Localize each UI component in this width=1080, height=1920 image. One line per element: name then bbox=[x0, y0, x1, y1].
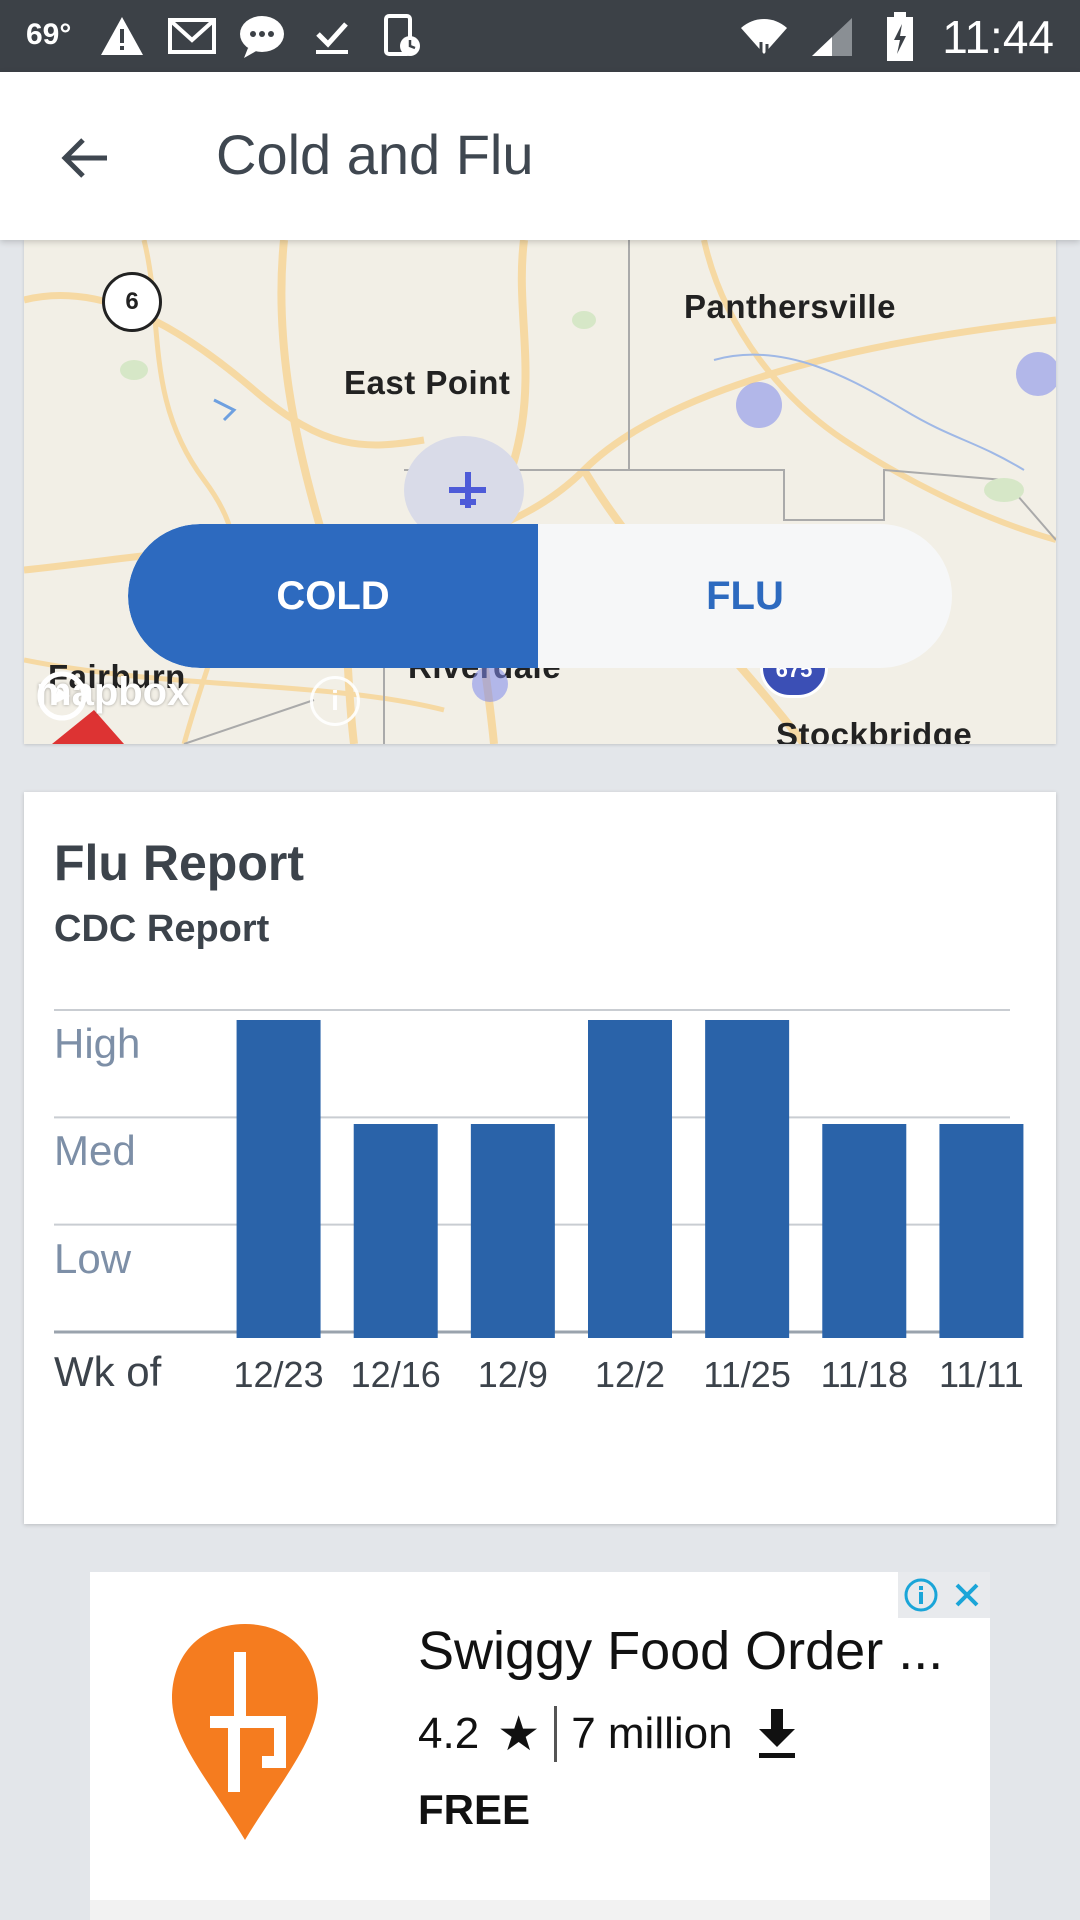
temperature: 69° bbox=[26, 18, 72, 51]
app-bar: Cold and Flu bbox=[0, 72, 1080, 240]
card-subtitle: CDC Report bbox=[54, 908, 270, 950]
download-icon bbox=[758, 1709, 795, 1758]
card-title: Flu Report bbox=[54, 835, 304, 891]
x-tick-label: 12/16 bbox=[350, 1354, 441, 1395]
mapbox-logo[interactable]: mapbox bbox=[36, 670, 189, 721]
y-tick-label: Med bbox=[54, 1127, 136, 1175]
ad-meta: 4.2 ★ 7 million bbox=[418, 1706, 799, 1762]
star-icon: ★ bbox=[497, 1708, 541, 1761]
chart-bar bbox=[588, 1020, 672, 1338]
flu-level-chart: Wk of Low Med High 12/23 12/16 12/9 12/2 11/25 1… bbox=[24, 992, 1056, 1492]
chart-plot bbox=[54, 1009, 1024, 1338]
close-icon[interactable] bbox=[944, 1572, 990, 1618]
back-button[interactable] bbox=[52, 126, 116, 190]
chart-bar bbox=[470, 1124, 555, 1338]
wifi-icon bbox=[738, 11, 790, 63]
chart-bar bbox=[939, 1124, 1024, 1338]
flu-report-marker[interactable] bbox=[736, 382, 782, 428]
x-tick-label: 12/23 bbox=[233, 1354, 324, 1395]
check-icon bbox=[306, 10, 358, 62]
map-label-panthersville: Panthersville bbox=[684, 288, 896, 325]
flu-tab[interactable]: FLU bbox=[706, 573, 784, 618]
ad-title: Swiggy Food Order ... bbox=[418, 1621, 944, 1681]
ad-controls bbox=[898, 1572, 990, 1618]
x-axis-title: Wk of bbox=[54, 1348, 162, 1395]
chart-bar bbox=[822, 1124, 907, 1338]
route-6-badge: 6 bbox=[102, 272, 162, 332]
cold-tab[interactable]: COLD bbox=[128, 524, 538, 668]
mapbox-mark-icon bbox=[37, 671, 87, 721]
ad-banner[interactable]: Swiggy Food Order ... 4.2 ★ 7 million FR… bbox=[90, 1572, 990, 1920]
y-tick-label: Low bbox=[54, 1234, 132, 1282]
phone-clock-icon bbox=[376, 10, 428, 62]
chart-bar bbox=[353, 1124, 438, 1338]
ad-downloads: 7 million bbox=[571, 1709, 733, 1758]
battery-charging-icon bbox=[874, 11, 926, 63]
map-view[interactable]: 6 Panthersville East Point Fairburn Rive… bbox=[24, 240, 1056, 744]
chart-bar bbox=[705, 1020, 790, 1338]
alert-icon bbox=[96, 10, 148, 62]
chart-bar bbox=[236, 1020, 321, 1338]
page-title: Cold and Flu bbox=[216, 123, 534, 186]
swiggy-logo bbox=[170, 1622, 320, 1847]
flu-report-card: Flu Report CDC Report Wk of Low Med High 12… bbox=[24, 792, 1056, 1524]
status-bar: 69° 11:44 bbox=[0, 0, 1080, 72]
x-tick-label: 11/11 bbox=[939, 1354, 1024, 1395]
x-tick-label: 11/25 bbox=[703, 1354, 791, 1395]
ad-footer bbox=[90, 1900, 990, 1920]
clock: 11:44 bbox=[942, 11, 1054, 63]
gmail-icon bbox=[166, 10, 218, 62]
x-tick-label: 12/2 bbox=[594, 1354, 666, 1395]
y-tick-label: High bbox=[54, 1020, 141, 1067]
map-label-east-point: East Point bbox=[344, 364, 511, 401]
ad-rating: 4.2 bbox=[418, 1709, 480, 1758]
flu-report-marker[interactable] bbox=[472, 666, 508, 702]
cold-flu-toggle: COLD FLU bbox=[128, 524, 952, 668]
divider bbox=[554, 1706, 558, 1762]
map-label-stockbridge: Stockbridge bbox=[776, 716, 973, 744]
flu-report-marker[interactable] bbox=[1016, 352, 1056, 396]
adchoices-info-icon[interactable] bbox=[898, 1572, 944, 1618]
info-icon: i bbox=[331, 685, 339, 716]
map-info-button[interactable]: i bbox=[310, 676, 360, 726]
signal-icon bbox=[806, 11, 858, 63]
ad-price: FREE bbox=[418, 1786, 531, 1833]
arrow-left-icon bbox=[61, 138, 107, 178]
x-tick-label: 12/9 bbox=[477, 1354, 548, 1395]
x-tick-label: 11/18 bbox=[820, 1354, 908, 1395]
messages-icon bbox=[236, 10, 288, 62]
